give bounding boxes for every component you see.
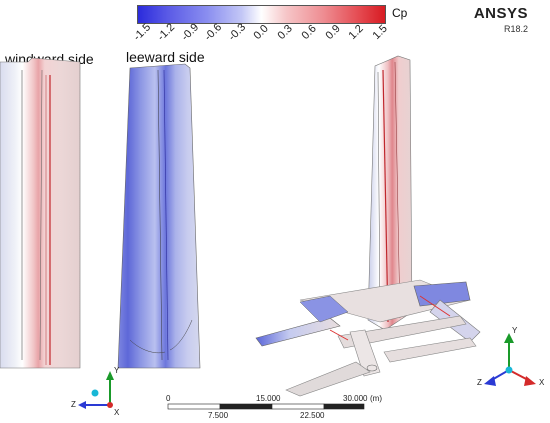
leeward-side-label: leeward side xyxy=(126,49,205,65)
axis-triad-left[interactable] xyxy=(78,371,114,409)
scale-tick-0: 0 xyxy=(166,394,171,403)
axis-triad-right[interactable] xyxy=(484,333,536,386)
triad-left-z-label: Z xyxy=(71,400,76,409)
windward-wing-render xyxy=(0,57,81,369)
scale-tick-7500: 7.500 xyxy=(208,411,229,420)
triad-right-z-label: Z xyxy=(477,378,482,387)
scale-tick-22500: 22.500 xyxy=(300,411,325,420)
scale-unit: (m) xyxy=(370,394,382,403)
triad-right-y-label: Y xyxy=(512,326,518,335)
colorbar-variable-label: Cp xyxy=(392,6,408,20)
cp-colorbar xyxy=(137,5,386,24)
triad-right-x-label: X xyxy=(539,378,545,387)
boat-3d-model xyxy=(255,55,481,397)
leeward-wing-render xyxy=(117,63,201,369)
ansys-logo: ANSYS xyxy=(473,5,528,22)
triad-left-x-label: X xyxy=(114,408,120,417)
scale-tick-30000: 30.000 xyxy=(343,394,368,403)
version-label: R18.2 xyxy=(503,24,528,34)
scale-tick-15000: 15.000 xyxy=(256,394,281,403)
scale-bar xyxy=(167,403,365,410)
triad-left-y-label: Y xyxy=(114,366,120,375)
